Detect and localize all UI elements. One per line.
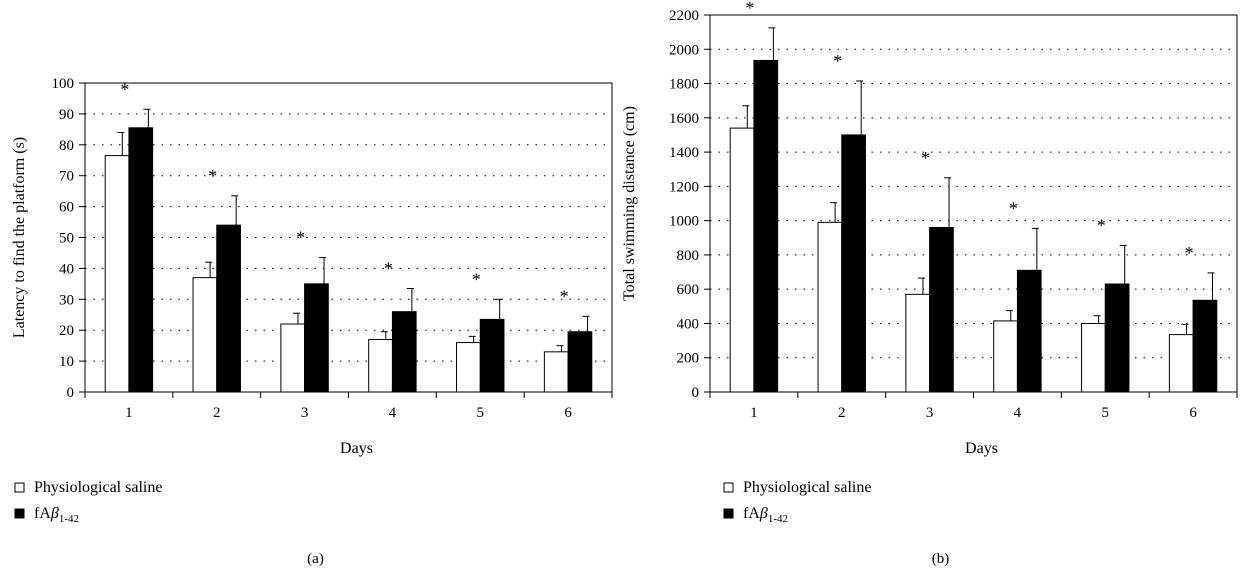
legend-swatch (723, 508, 734, 519)
x-tick-label: 1 (125, 405, 133, 421)
x-tick-label: 2 (213, 405, 221, 421)
x-tick-label: 5 (1102, 405, 1110, 421)
bar (905, 293, 931, 393)
y-tick-label: 30 (59, 292, 74, 308)
bar (456, 342, 481, 393)
significance-marker: * (1009, 198, 1018, 218)
y-tick-label: 2000 (669, 42, 699, 58)
bar (479, 318, 505, 393)
significance-marker: * (208, 166, 217, 186)
y-tick-label: 0 (692, 385, 700, 401)
chart-panel-a: 0 10 20 30 40 50 60 70 80 90 100 * 1 * 2 * 3 * 4 * 5 * 6 Days La… (11, 76, 613, 567)
y-tick-label: 40 (59, 261, 74, 277)
legend-swatch (723, 482, 734, 493)
significance-marker: * (833, 51, 842, 71)
legend-label: fAβ1-42 (34, 505, 79, 525)
significance-marker: * (1185, 243, 1194, 263)
y-tick-label: 1600 (669, 111, 699, 127)
x-tick-label: 2 (838, 405, 846, 421)
bar (929, 226, 954, 393)
significance-marker: * (921, 148, 930, 168)
x-tick-label: 4 (1014, 405, 1022, 421)
legend-swatch (14, 482, 25, 493)
significance-marker: * (384, 258, 393, 278)
x-tick-label: 6 (564, 405, 572, 421)
panel-label: (b) (932, 551, 950, 567)
y-tick-label: 10 (59, 354, 74, 370)
x-tick-label: 3 (301, 405, 309, 421)
significance-marker: * (296, 228, 305, 248)
y-tick-label: 400 (677, 316, 700, 332)
bar (1104, 283, 1130, 393)
bar (993, 320, 1018, 393)
chart-panel-b: 0 200 400 600 800 1000 1200 1400 1600 1800 2000 220… (621, 0, 1238, 567)
significance-marker: * (120, 79, 129, 99)
bar (1016, 269, 1042, 393)
y-tick-label: 50 (59, 231, 74, 247)
bar (1168, 334, 1194, 393)
x-tick-label: 4 (389, 405, 397, 421)
bar (280, 323, 306, 393)
x-axis-title: Days (965, 440, 998, 457)
y-tick-label: 60 (59, 200, 74, 216)
y-axis-title: Latency to find the platform (s) (11, 137, 28, 338)
bar (128, 127, 154, 393)
bar (1192, 299, 1218, 393)
y-tick-label: 90 (59, 107, 74, 123)
y-tick-label: 1000 (669, 214, 699, 230)
significance-marker: * (560, 286, 569, 306)
bar (368, 338, 393, 393)
significance-marker: * (1097, 215, 1106, 235)
y-tick-label: 20 (59, 323, 74, 339)
plot-frame (709, 14, 1238, 393)
panel-label: (a) (307, 551, 324, 567)
y-tick-label: 200 (677, 351, 700, 367)
bar (753, 59, 779, 393)
legend-label: Physiological saline (34, 479, 162, 496)
legend-label: Physiological saline (743, 479, 871, 496)
y-tick-label: 2200 (669, 8, 699, 24)
bar (817, 221, 843, 393)
bar (192, 277, 218, 393)
bar (841, 134, 866, 393)
x-tick-label: 5 (477, 405, 485, 421)
legend-swatch (14, 508, 25, 519)
y-tick-label: 600 (677, 282, 700, 298)
y-tick-label: 80 (59, 138, 74, 154)
y-tick-label: 800 (677, 248, 700, 264)
bar (304, 283, 329, 393)
y-axis-title: Total swimming distance (cm) (621, 106, 638, 301)
x-tick-label: 6 (1189, 405, 1197, 421)
bar (1081, 322, 1106, 393)
bar (216, 224, 241, 393)
x-tick-label: 1 (750, 405, 758, 421)
y-tick-label: 1800 (669, 77, 699, 93)
y-tick-label: 100 (52, 76, 75, 92)
bar (104, 155, 130, 393)
x-axis-title: Days (340, 440, 373, 457)
y-tick-label: 70 (59, 169, 74, 185)
bar (543, 351, 569, 393)
significance-marker: * (472, 269, 481, 289)
y-tick-label: 0 (67, 385, 75, 401)
bar (391, 311, 417, 393)
x-tick-label: 3 (926, 405, 934, 421)
y-tick-label: 1200 (669, 179, 699, 195)
bar (729, 127, 755, 393)
bar (567, 331, 593, 393)
legend-label: fAβ1-42 (743, 505, 788, 525)
significance-marker: * (745, 0, 754, 18)
y-tick-label: 1400 (669, 145, 699, 161)
